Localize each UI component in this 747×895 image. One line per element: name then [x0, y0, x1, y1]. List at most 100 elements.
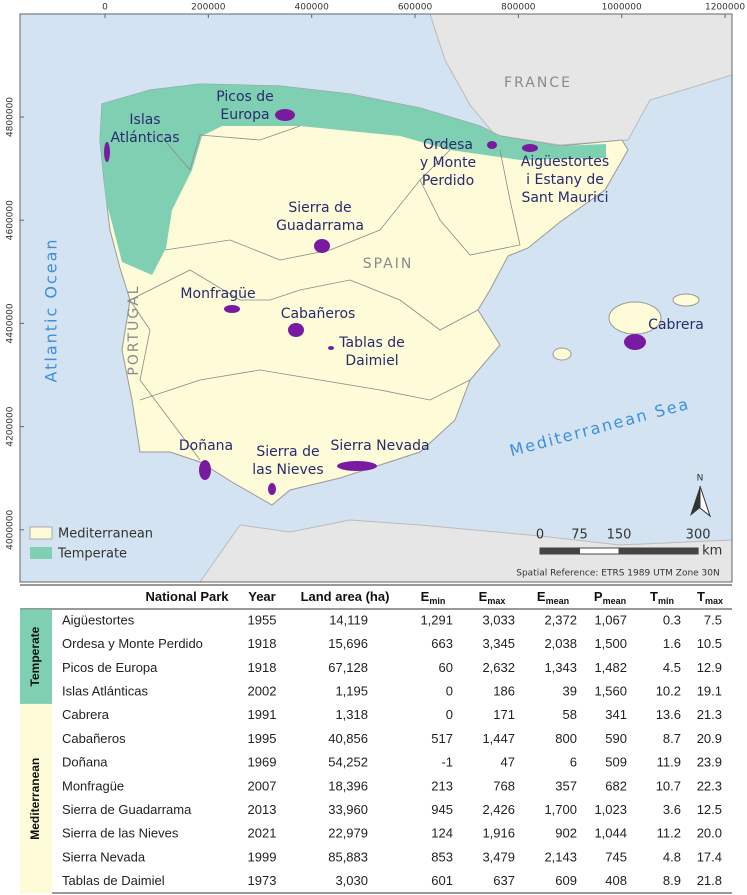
park-label: Europa [220, 107, 269, 123]
place-label: FRANCE [504, 75, 572, 91]
header-text: National Park [145, 589, 229, 604]
table-cell: 6 [570, 755, 577, 770]
park-area [487, 141, 497, 149]
table-cell: 7.5 [704, 612, 722, 627]
column-header: Emax [479, 589, 506, 606]
table-cell: 517 [431, 731, 453, 746]
table-cell: 11.9 [657, 755, 681, 770]
table-cell: 2007 [248, 778, 277, 793]
table-cell: 213 [431, 778, 453, 793]
table-cell: 1,482 [594, 660, 627, 675]
table-cell: 21.8 [697, 873, 722, 888]
park-label: Sant Maurici [521, 190, 608, 206]
table-cell: 1973 [248, 873, 277, 888]
y-tick-label: 4600000 [6, 200, 16, 240]
table-cell: 3,479 [482, 849, 515, 864]
park-name: Tablas de Daimiel [62, 873, 165, 888]
table-cell: 1999 [248, 849, 277, 864]
park-area [624, 334, 646, 350]
table-cell: -1 [441, 755, 453, 770]
park-label: Daimiel [345, 353, 398, 369]
table-cell: 60 [439, 660, 453, 675]
legend-swatch [30, 547, 52, 559]
map-frame [19, 13, 733, 583]
spatial-reference: Spatial Reference: ETRS 1989 UTM Zone 30… [516, 569, 720, 579]
x-tick-label: 400000 [295, 3, 330, 13]
x-tick-label: 1000000 [602, 3, 642, 13]
header-text: T [697, 589, 705, 604]
table-cell: 21.3 [697, 707, 722, 722]
table-cell: 124 [431, 826, 453, 841]
park-area [337, 461, 377, 471]
table-cell: 22,979 [328, 826, 368, 841]
park-label: i Estany de [526, 172, 604, 188]
table-cell: 4.5 [663, 660, 681, 675]
table-cell: 800 [555, 731, 577, 746]
park-name: Ordesa y Monte Perdido [62, 636, 203, 651]
france [429, 14, 732, 146]
table-cell: 3,030 [335, 873, 368, 888]
park-name: Cabrera [62, 707, 110, 722]
table-cell: 3,033 [482, 612, 515, 627]
table-cell: 1,044 [594, 826, 627, 841]
scale-segment [539, 547, 581, 555]
park-label: Guadarrama [276, 218, 364, 234]
park-name: Monfragüe [62, 778, 124, 793]
column-header: Tmax [697, 589, 723, 606]
table-cell: 1,560 [594, 684, 627, 699]
table-cell: 12.5 [697, 802, 722, 817]
temperate-zone [100, 84, 606, 275]
table-cell: 47 [501, 755, 515, 770]
column-header: Tmin [650, 589, 674, 606]
park-label: Aigüestortes [521, 154, 609, 170]
table-cell: 12.9 [697, 660, 722, 675]
table-cell: 1,195 [335, 684, 368, 699]
park-name: Picos de Europa [62, 660, 158, 675]
group-band [20, 609, 52, 704]
y-tick-label: 4000000 [6, 509, 16, 549]
table-cell: 15,696 [328, 636, 368, 651]
park-name: Cabañeros [62, 731, 126, 746]
scale-label: 75 [571, 528, 588, 543]
table-cell: 1,916 [482, 826, 515, 841]
table-cell: 1,500 [594, 636, 627, 651]
header-subscript: max [487, 596, 505, 606]
park-area [288, 323, 304, 337]
table-cell: 4.8 [663, 849, 681, 864]
y-tick-label: 4200000 [6, 406, 16, 446]
header-subscript: max [705, 596, 723, 606]
table-cell: 2021 [248, 826, 277, 841]
table-cell: 67,128 [328, 660, 368, 675]
column-header: Pmean [594, 589, 626, 606]
scale-segment [579, 547, 620, 555]
table-cell: 408 [605, 873, 627, 888]
table-cell: 23.9 [697, 755, 722, 770]
table-cell: 0 [446, 684, 453, 699]
legend-label: Mediterranean [58, 527, 153, 542]
column-header: Land area (ha) [301, 589, 390, 604]
header-text: T [650, 589, 658, 604]
park-label: Sierra Nevada [330, 438, 429, 454]
park-name: Sierra de Guadarrama [62, 802, 192, 817]
table-cell: 768 [493, 778, 515, 793]
table-cell: 1,067 [594, 612, 627, 627]
table-cell: 33,960 [328, 802, 368, 817]
x-tick-label: 200000 [191, 3, 226, 13]
park-area [522, 144, 538, 152]
table-cell: 40,856 [328, 731, 368, 746]
header-subscript: min [658, 596, 674, 606]
table-cell: 0 [446, 707, 453, 722]
table-cell: 1.6 [663, 636, 681, 651]
table-cell: 0.3 [663, 612, 681, 627]
table-cell: 20.9 [697, 731, 722, 746]
table-cell: 682 [605, 778, 627, 793]
table-cell: 58 [563, 707, 577, 722]
region-borders [419, 149, 521, 256]
table-cell: 18,396 [328, 778, 368, 793]
park-label: Sierra de [256, 444, 319, 460]
scale-unit: km [702, 544, 722, 559]
table-cell: 341 [605, 707, 627, 722]
table-cell: 8.7 [663, 731, 681, 746]
table-cell: 17.4 [697, 849, 722, 864]
